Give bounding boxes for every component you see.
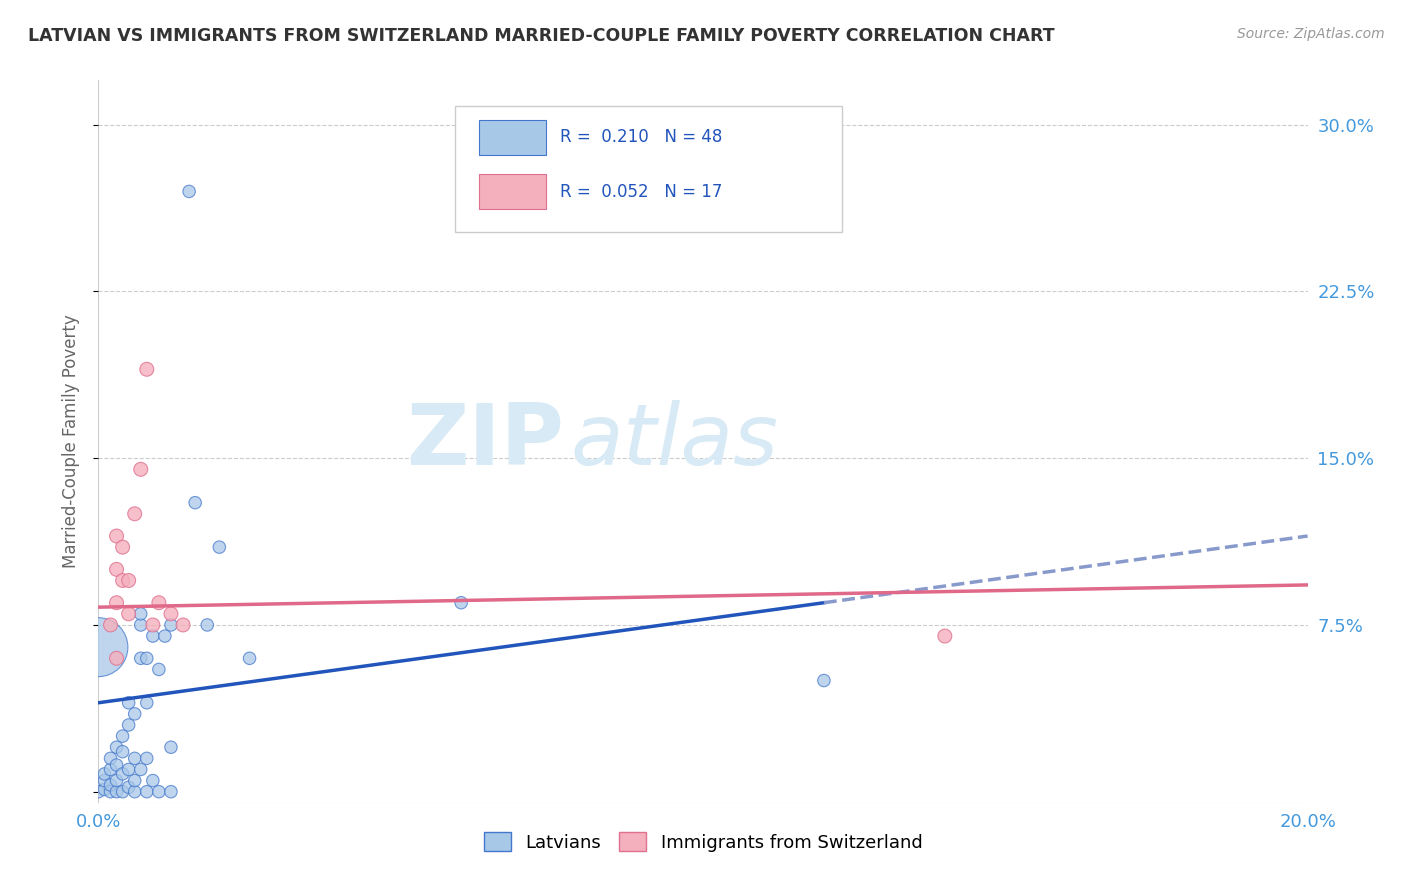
Point — [934, 629, 956, 643]
Point — [135, 651, 157, 665]
Point — [87, 785, 110, 799]
Point — [93, 767, 115, 781]
Point — [124, 507, 146, 521]
Point — [179, 185, 201, 199]
Point — [135, 696, 157, 710]
Point — [135, 362, 157, 376]
Point — [111, 767, 134, 781]
Point — [100, 618, 122, 632]
Point — [129, 462, 152, 476]
Point — [111, 729, 134, 743]
Point — [160, 618, 183, 632]
Point — [135, 785, 157, 799]
Bar — [479, 120, 546, 154]
Point — [105, 596, 128, 610]
Text: R =  0.052   N = 17: R = 0.052 N = 17 — [561, 183, 723, 201]
Point — [239, 651, 262, 665]
Point — [160, 607, 183, 621]
Point — [105, 740, 128, 755]
Point — [105, 758, 128, 772]
Point — [129, 618, 152, 632]
Point — [184, 496, 207, 510]
Point — [129, 607, 152, 621]
Bar — [479, 174, 546, 209]
Point — [124, 785, 146, 799]
Point — [142, 773, 165, 788]
Y-axis label: Married-Couple Family Poverty: Married-Couple Family Poverty — [62, 315, 80, 568]
Point — [129, 651, 152, 665]
Point — [142, 629, 165, 643]
Point — [129, 763, 152, 777]
Point — [100, 778, 122, 792]
Point — [105, 773, 128, 788]
Point — [118, 763, 141, 777]
Point — [148, 785, 170, 799]
Point — [111, 785, 134, 799]
Point — [118, 607, 141, 621]
Legend: Latvians, Immigrants from Switzerland: Latvians, Immigrants from Switzerland — [477, 825, 929, 859]
Point — [100, 751, 122, 765]
Point — [135, 751, 157, 765]
Point — [208, 540, 231, 554]
Point — [111, 540, 134, 554]
Point — [87, 640, 110, 655]
Text: Source: ZipAtlas.com: Source: ZipAtlas.com — [1237, 27, 1385, 41]
Point — [100, 785, 122, 799]
Point — [118, 696, 141, 710]
Point — [450, 596, 472, 610]
Text: atlas: atlas — [569, 400, 778, 483]
Text: ZIP: ZIP — [406, 400, 564, 483]
Point — [148, 596, 170, 610]
Point — [160, 785, 183, 799]
Point — [124, 706, 146, 721]
Point — [105, 785, 128, 799]
Point — [153, 629, 176, 643]
Point — [118, 574, 141, 588]
Point — [93, 773, 115, 788]
Point — [813, 673, 835, 688]
Point — [124, 773, 146, 788]
Point — [105, 562, 128, 576]
Point — [118, 780, 141, 795]
Point — [105, 651, 128, 665]
Point — [142, 618, 165, 632]
Point — [100, 763, 122, 777]
Point — [148, 662, 170, 676]
Point — [124, 751, 146, 765]
Text: R =  0.210   N = 48: R = 0.210 N = 48 — [561, 128, 723, 146]
Point — [93, 782, 115, 797]
Point — [118, 718, 141, 732]
Point — [105, 529, 128, 543]
Point — [160, 740, 183, 755]
Point — [111, 745, 134, 759]
Point — [172, 618, 194, 632]
Point — [195, 618, 218, 632]
Text: LATVIAN VS IMMIGRANTS FROM SWITZERLAND MARRIED-COUPLE FAMILY POVERTY CORRELATION: LATVIAN VS IMMIGRANTS FROM SWITZERLAND M… — [28, 27, 1054, 45]
FancyBboxPatch shape — [456, 105, 842, 232]
Point — [111, 574, 134, 588]
